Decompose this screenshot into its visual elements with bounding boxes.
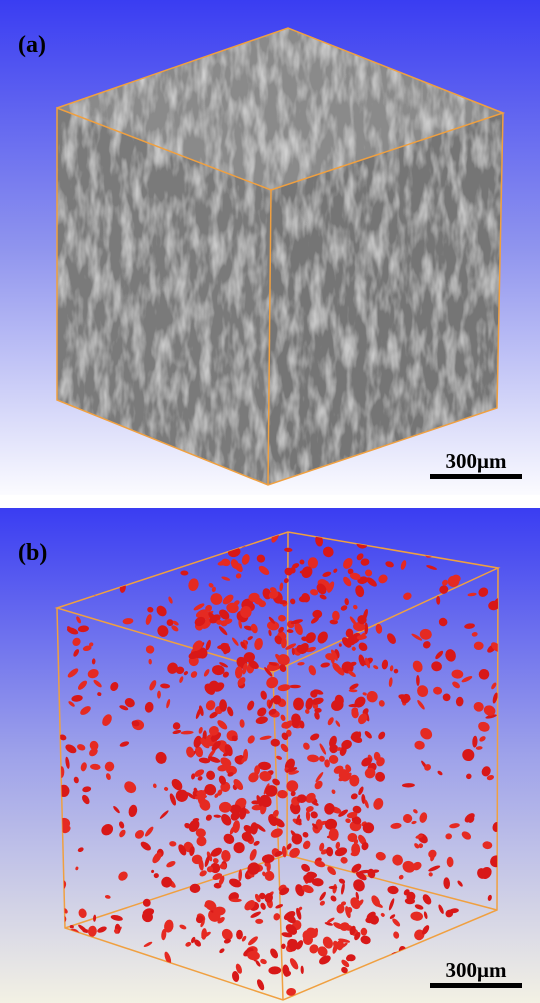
- pore: [255, 919, 263, 924]
- pore: [289, 685, 301, 688]
- pore: [329, 886, 338, 889]
- scale-bar: [430, 983, 522, 988]
- panel-label: (b): [18, 540, 47, 566]
- pore: [236, 930, 243, 940]
- page: (a) 300μm (b) 300μm (() => { const data …: [0, 0, 540, 1003]
- scale-bar: [430, 474, 522, 479]
- pore: [230, 899, 242, 903]
- panel-label: (a): [18, 32, 46, 58]
- scale-bar-label: 300μm: [446, 449, 507, 473]
- scale-bar-label: 300μm: [446, 958, 507, 982]
- figure: (a) 300μm (b) 300μm: [0, 0, 540, 1003]
- pore: [251, 800, 259, 804]
- pore: [361, 928, 368, 936]
